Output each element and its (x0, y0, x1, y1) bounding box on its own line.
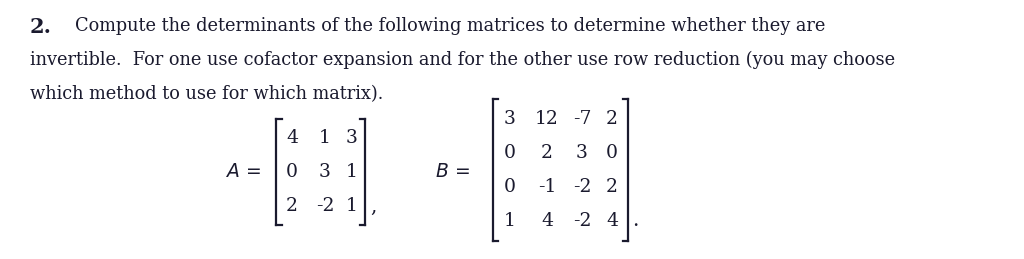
Text: 1: 1 (346, 197, 358, 215)
Text: 3: 3 (577, 144, 588, 162)
Text: ,: , (370, 197, 377, 215)
Text: 1: 1 (504, 212, 516, 230)
Text: 2: 2 (286, 197, 298, 215)
Text: 0: 0 (606, 144, 618, 162)
Text: 4: 4 (286, 129, 298, 147)
Text: 4: 4 (606, 212, 618, 230)
Text: $B\,=$: $B\,=$ (435, 163, 470, 181)
Text: 2: 2 (606, 178, 618, 196)
Text: 0: 0 (504, 144, 516, 162)
Text: -1: -1 (538, 178, 556, 196)
Text: 3: 3 (346, 129, 358, 147)
Text: 3: 3 (504, 110, 516, 128)
Text: 0: 0 (504, 178, 516, 196)
Text: -2: -2 (572, 212, 591, 230)
Text: 4: 4 (541, 212, 553, 230)
Text: 2: 2 (541, 144, 553, 162)
Text: Compute the determinants of the following matrices to determine whether they are: Compute the determinants of the followin… (75, 17, 825, 35)
Text: 1: 1 (319, 129, 331, 147)
Text: -2: -2 (315, 197, 334, 215)
Text: 3: 3 (319, 163, 331, 181)
Text: 2.: 2. (30, 17, 52, 37)
Text: invertible.  For one use cofactor expansion and for the other use row reduction : invertible. For one use cofactor expansi… (30, 51, 895, 69)
Text: .: . (632, 212, 638, 231)
Text: which method to use for which matrix).: which method to use for which matrix). (30, 85, 383, 103)
Text: 2: 2 (606, 110, 618, 128)
Text: -7: -7 (572, 110, 591, 128)
Text: -2: -2 (572, 178, 591, 196)
Text: 0: 0 (286, 163, 298, 181)
Text: 12: 12 (536, 110, 559, 128)
Text: $A\,=$: $A\,=$ (225, 163, 261, 181)
Text: 1: 1 (346, 163, 358, 181)
